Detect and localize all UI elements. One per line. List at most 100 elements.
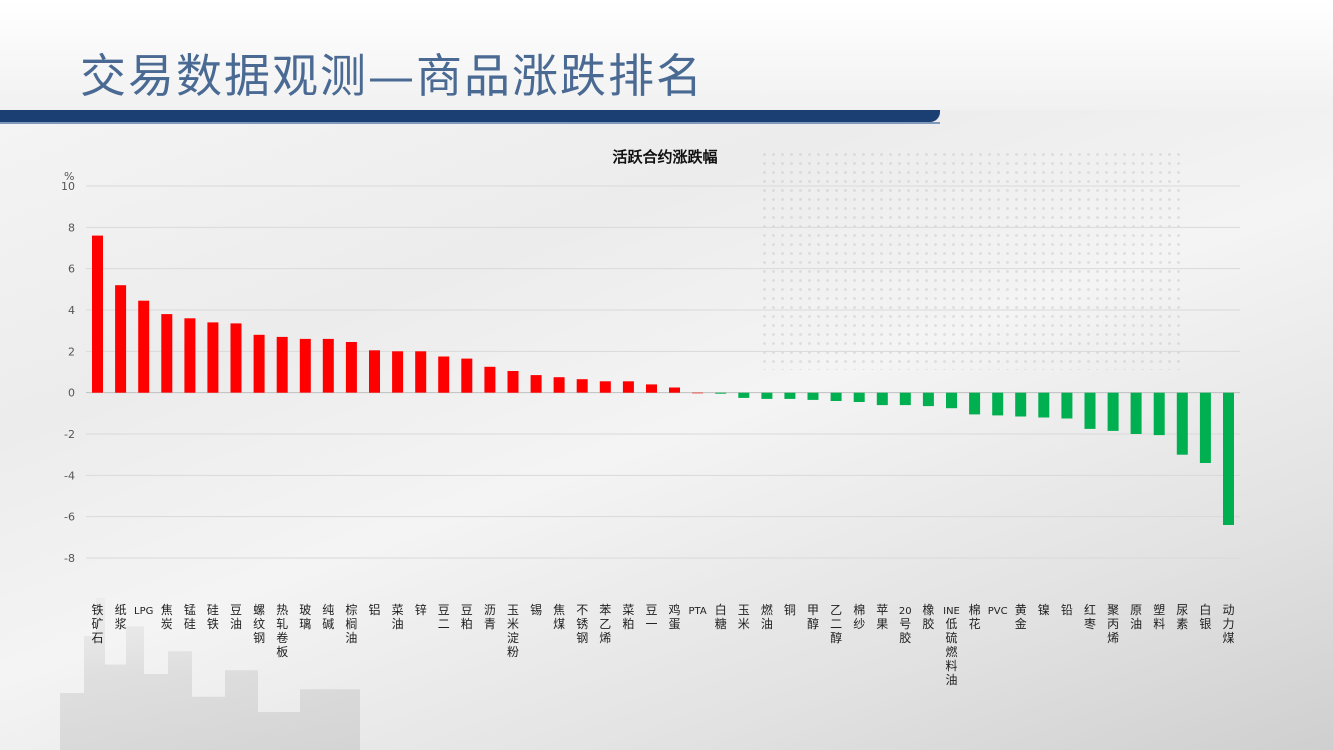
bar [415, 351, 427, 393]
x-tick-label: 尿素 [1176, 603, 1188, 631]
x-tick-label: 棉花 [969, 603, 981, 631]
x-tick-label: 20 号胶 [899, 606, 912, 645]
y-tick-label: 6 [68, 263, 75, 276]
x-tick-label: 焦炭 [161, 603, 173, 631]
x-tick-label: 苯乙烯 [599, 603, 611, 645]
x-tick-label: 玻璃 [299, 603, 311, 631]
y-axis-unit-label: % [64, 170, 74, 183]
bar [622, 381, 634, 393]
page-title: 交易数据观测—商品涨跌排名 [80, 49, 704, 103]
x-tick-label: 棉纱 [853, 603, 865, 631]
y-tick-label: 2 [68, 345, 75, 358]
x-tick-label: 铝 [368, 602, 380, 617]
bar [1130, 392, 1142, 434]
x-tick-label: 玉米淀粉 [507, 603, 519, 659]
x-tick-label: 塑料 [1153, 602, 1165, 631]
x-tick-label: 黄金 [1015, 603, 1027, 631]
bar [1199, 392, 1211, 463]
x-tick-label: 橡胶 [922, 603, 934, 631]
bar [946, 392, 957, 409]
bar [138, 300, 150, 393]
x-tick-label: 乙二醇 [830, 603, 842, 645]
x-tick-label: 苹果 [876, 603, 888, 631]
title-underline-bar [0, 110, 940, 124]
x-tick-label: 棕榈油 [345, 602, 357, 645]
bar [392, 351, 404, 393]
x-tick-label: 纸浆 [115, 603, 127, 631]
x-tick-label: 豆油 [230, 603, 242, 631]
x-tick-label: 焦煤 [553, 603, 565, 631]
bar [276, 336, 288, 393]
bar [161, 314, 173, 393]
bar [1084, 392, 1096, 429]
x-tick-label: 纯碱 [322, 603, 334, 631]
x-tick-label: PVC [988, 606, 1008, 617]
bar [184, 318, 196, 393]
x-tick-label: 铅 [1061, 603, 1073, 617]
header-band [0, 0, 1333, 110]
bar [1176, 392, 1188, 455]
x-tick-label: 锌 [415, 603, 427, 617]
x-tick-label: 菜粕 [622, 603, 634, 631]
y-tick-label: -4 [64, 469, 75, 482]
y-tick-label: 0 [68, 387, 75, 400]
bar [876, 392, 888, 406]
x-tick-label: 螺纹钢 [253, 603, 265, 645]
bar [1038, 392, 1050, 418]
x-tick-label: 聚丙烯 [1107, 603, 1119, 645]
y-tick-label: 10 [61, 180, 75, 193]
bar [115, 285, 127, 393]
x-tick-label: 玉米 [738, 603, 750, 631]
chart-title: 活跃合约涨跌幅 [612, 148, 718, 166]
bar [576, 379, 588, 393]
bar [530, 375, 542, 393]
bar [669, 387, 680, 393]
bar [253, 334, 265, 393]
y-tick-label: -2 [64, 428, 75, 441]
x-tick-label: 不锈钢 [576, 603, 588, 645]
x-tick-label: 原油 [1130, 603, 1142, 631]
background-world-map-dots [760, 150, 1180, 370]
x-tick-label: 甲醇 [807, 603, 819, 631]
bar [807, 392, 819, 400]
x-tick-label: 沥青 [484, 603, 496, 631]
x-tick-label: 燃油 [761, 602, 773, 631]
bar [299, 338, 311, 393]
x-tick-label: 锰硅 [184, 602, 196, 631]
x-tick-label: 铁矿石 [91, 603, 103, 645]
bar [692, 392, 704, 394]
y-tick-label: 4 [68, 304, 75, 317]
x-tick-label: 硅铁 [207, 603, 219, 631]
x-tick-label: 白糖 [715, 602, 727, 631]
x-tick-label: INE 低硫燃料油 [943, 606, 960, 687]
x-tick-label: PTA [688, 606, 706, 617]
bar [1153, 392, 1165, 436]
x-tick-label: 菜油 [392, 603, 404, 631]
bar [507, 371, 519, 393]
bar [438, 356, 450, 393]
bar [761, 392, 773, 399]
bar [922, 392, 934, 407]
x-tick-label: 铜 [784, 602, 796, 617]
bar [369, 350, 380, 393]
y-tick-label: -6 [64, 511, 75, 524]
bar [1061, 392, 1073, 419]
x-tick-label: 动力煤 [1222, 603, 1234, 645]
y-tick-label: 8 [68, 221, 75, 234]
x-tick-label: 豆二 [438, 603, 450, 631]
bar [1223, 392, 1234, 525]
bar [322, 338, 334, 393]
bar [646, 384, 657, 393]
bar [230, 323, 242, 393]
x-tick-label: 豆一 [645, 603, 657, 631]
bar [830, 392, 842, 401]
bar [969, 392, 981, 415]
x-tick-label: 锡 [530, 602, 542, 617]
bar [599, 381, 611, 393]
bar [1107, 392, 1119, 431]
bar [461, 358, 473, 393]
bar [207, 322, 219, 393]
bar [715, 392, 727, 394]
y-tick-label: -8 [64, 552, 75, 565]
x-tick-label: 镍 [1038, 603, 1050, 617]
